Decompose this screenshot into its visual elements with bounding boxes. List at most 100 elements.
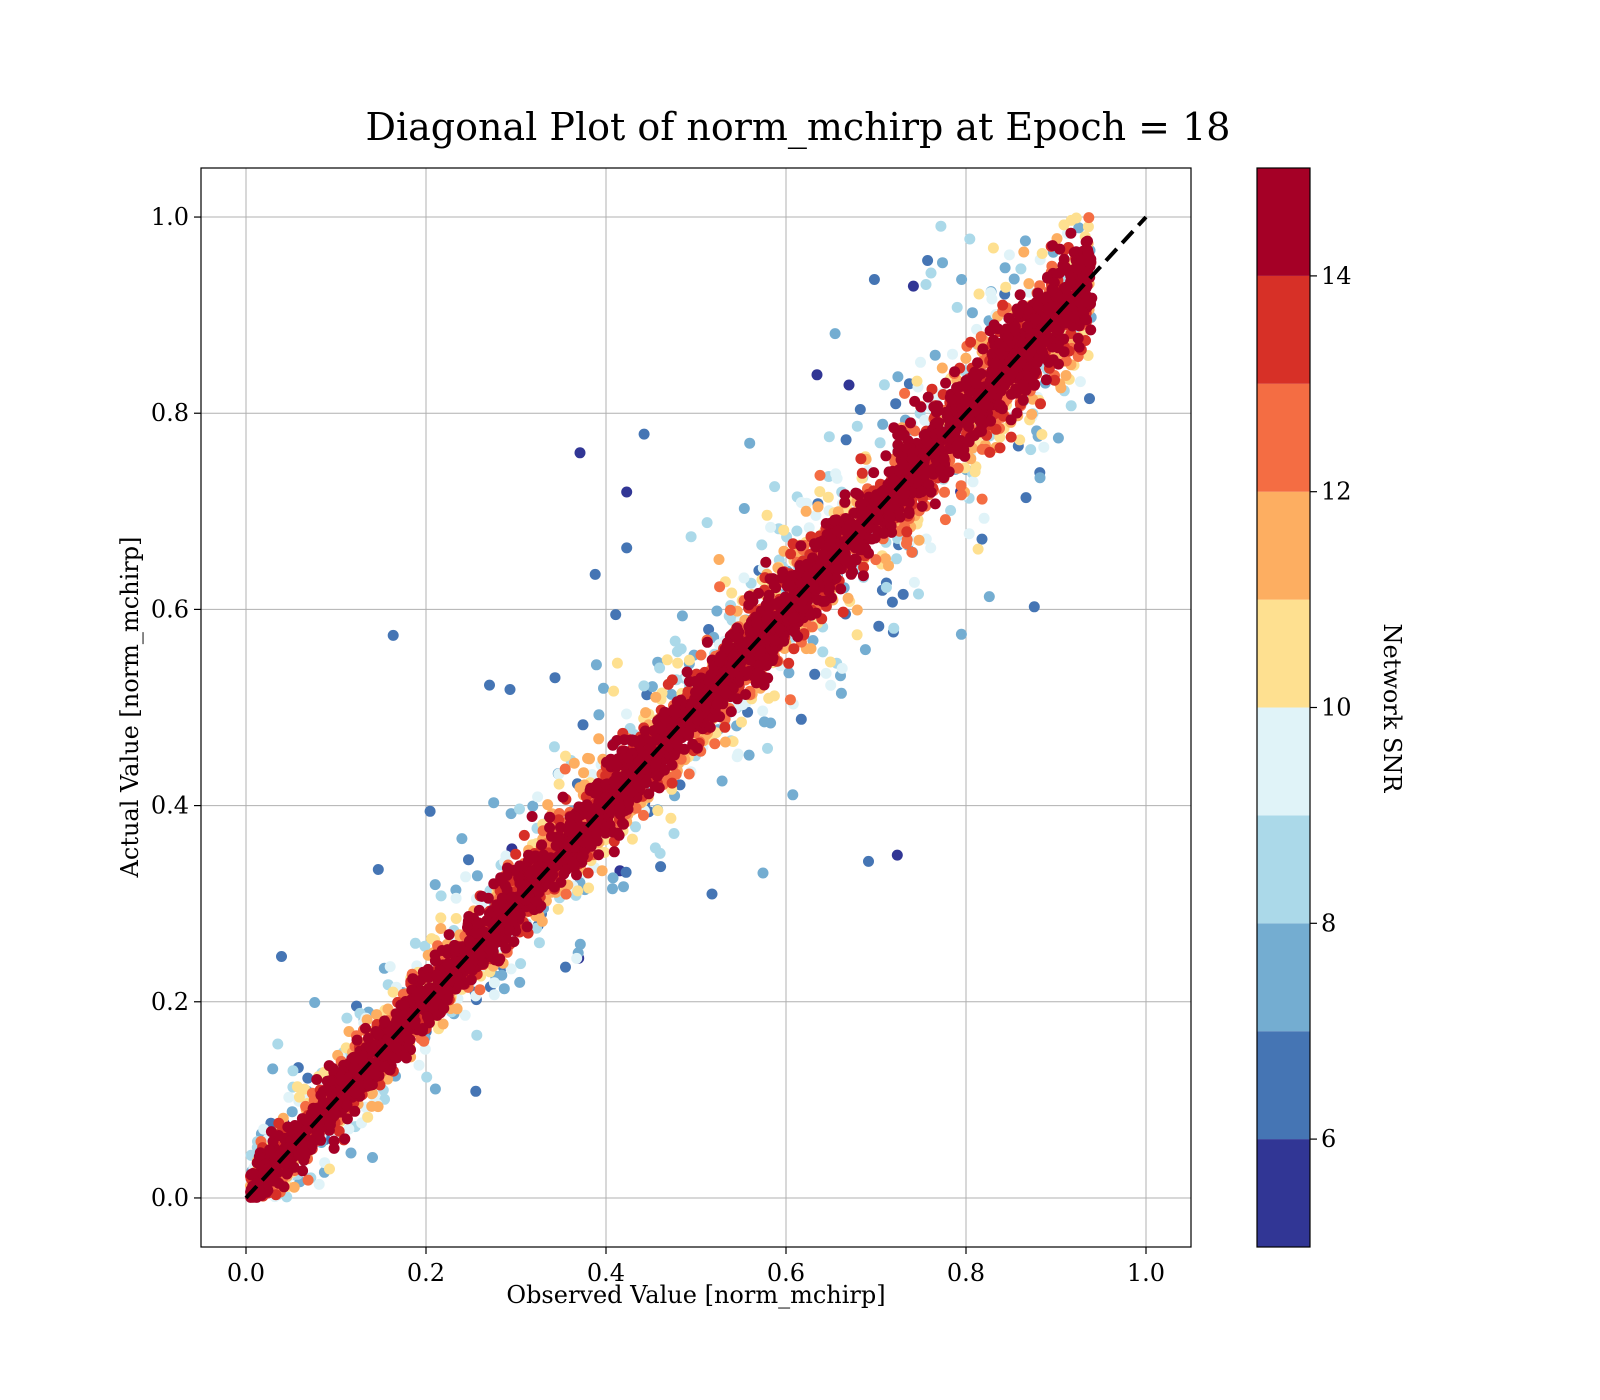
scatter-point [572,885,584,897]
scatter-point [905,417,916,429]
scatter-point [451,1003,463,1015]
scatter-point [349,1105,361,1117]
scatter-point [922,255,934,266]
scatter-point [820,518,832,529]
scatter-point [987,242,999,254]
scatter-point [880,581,892,593]
scatter-point [913,534,925,546]
scatter-point [784,694,796,706]
scatter-point [1028,601,1040,613]
scatter-point [778,635,790,647]
scatter-point [549,672,561,684]
scatter-point [1023,278,1035,290]
scatter-point [976,493,988,505]
scatter-point [494,953,506,965]
scatter-point [371,1009,383,1021]
scatter-point [788,643,800,655]
scatter-point [618,881,629,893]
scatter-point [471,870,483,882]
scatter-point [655,861,667,873]
scatter-point [704,721,716,733]
scatter-point [670,768,682,780]
scatter-point [795,713,807,725]
scatter-point [339,1133,351,1145]
scatter-point [681,666,693,678]
scatter-point [1017,394,1029,406]
scatter-point [1074,376,1086,388]
scatter-point [510,848,522,860]
scatter-point [608,846,620,858]
scatter-point [666,777,678,789]
scatter-point [892,371,904,383]
scatter-point [521,921,533,933]
scatter-point [824,656,836,668]
scatter-point [544,822,556,834]
scatter-point [929,498,941,510]
scatter-point [1036,248,1048,259]
scatter-point [999,262,1011,274]
scatter-point [293,1091,305,1103]
scatter-point [901,534,913,546]
scatter-point [649,842,661,854]
scatter-point [654,662,666,674]
scatter-point [1083,212,1095,224]
scatter-point [855,453,867,465]
scatter-point [333,1125,345,1137]
scatter-point [945,505,957,516]
scatter-point [908,576,920,588]
scatter-point [463,911,475,922]
scatter-point [719,721,731,733]
scatter-point [801,497,813,509]
scatter-point [878,527,890,539]
scatter-point [888,622,900,634]
scatter-point [548,741,560,753]
scatter-point [738,572,750,584]
scatter-point [429,1083,441,1095]
scatter-point [1018,246,1030,258]
scatter-point [803,522,815,534]
scatter-point [471,1029,483,1041]
scatter-point [784,580,796,592]
scatter-point [387,986,399,998]
scatter-point [683,654,695,666]
scatter-point [711,605,723,617]
scatter-point [870,554,882,566]
scatter-point [450,913,462,924]
scatter-point [372,1028,384,1040]
scatter-point [931,406,942,418]
scatter-point [574,938,586,950]
scatter-point [544,811,556,823]
scatter-point [1005,431,1017,443]
scatter-point [676,610,688,622]
scatter-point [1082,221,1094,233]
scatter-point [456,833,468,845]
scatter-point [429,879,441,891]
scatter-point [738,503,750,514]
scatter-point [505,808,517,820]
scatter-point [835,687,847,699]
scatter-point [744,437,756,449]
scatter-point [1003,249,1015,261]
scatter-point [546,830,557,842]
scatter-point [536,839,548,851]
scatter-point [593,733,605,745]
scatter-point [709,738,721,750]
scatter-point [533,937,545,949]
scatter-point [874,437,886,449]
chart-title: Diagonal Plot of norm_mchirp at Epoch = … [366,105,1231,150]
scatter-point [975,331,987,343]
scatter-point [459,1009,471,1021]
scatter-point [607,872,619,884]
scatter-point [915,356,926,368]
scatter-point [763,692,775,704]
scatter-point [574,782,586,794]
scatter-point [767,645,779,656]
scatter-point [963,528,975,540]
scatter-point [743,590,755,602]
scatter-point [937,257,948,269]
scatter-point [582,752,594,764]
scatter-point [800,505,812,517]
scatter-point [476,890,488,902]
scatter-point [611,657,623,669]
